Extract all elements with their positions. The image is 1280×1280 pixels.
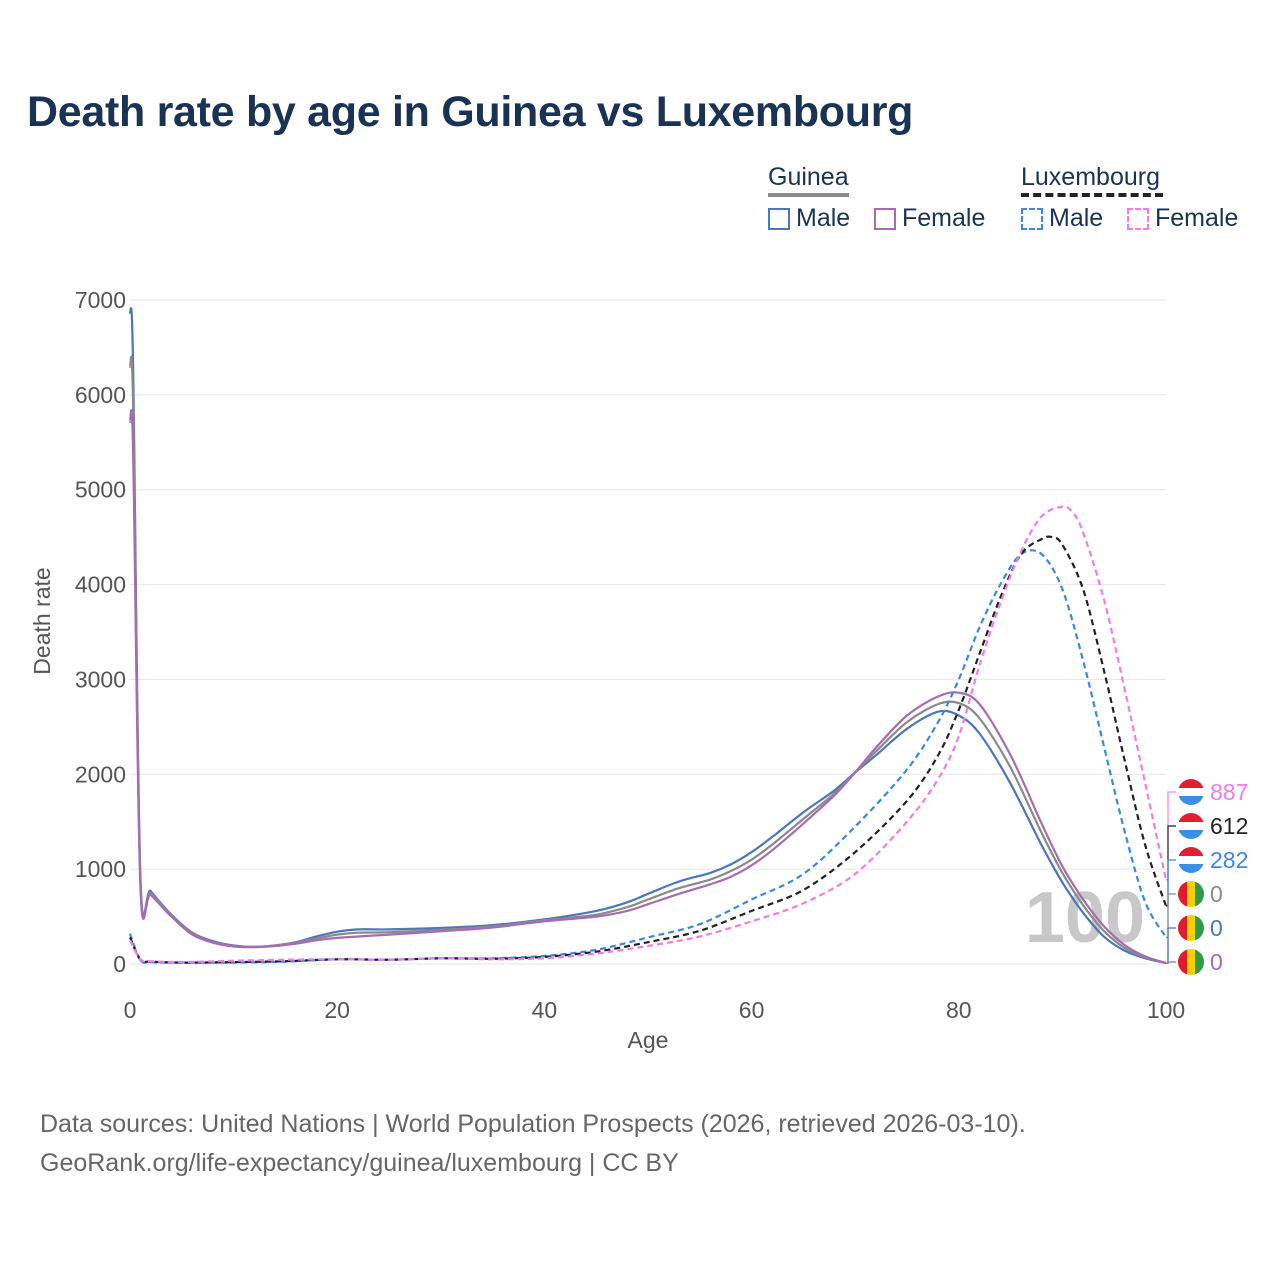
legend-group-underline xyxy=(1021,193,1163,197)
legend-swatch xyxy=(768,207,790,230)
luxembourg-flag-icon xyxy=(1178,847,1204,873)
end-label-connector xyxy=(1166,927,1176,964)
legend-swatch xyxy=(1127,207,1149,230)
y-tick-label: 1000 xyxy=(75,856,126,882)
series-line-luxembourg-female[interactable] xyxy=(129,505,1168,964)
legend-swatch xyxy=(1021,207,1043,230)
legend-item-guinea-male[interactable]: Male xyxy=(768,204,850,233)
legend-item-guinea-female[interactable]: Female xyxy=(874,204,985,233)
legend-label: Male xyxy=(796,204,851,232)
end-label-value: 0 xyxy=(1210,881,1223,907)
source-link[interactable]: GeoRank.org/life-expectancy/guinea/luxem… xyxy=(40,1149,679,1177)
end-labels: 887 612 282 0 0 0 xyxy=(1166,779,1248,975)
chart-title: Death rate by age in Guinea vs Luxembour… xyxy=(27,88,914,136)
legend-label: Female xyxy=(902,204,986,232)
x-tick-label: 0 xyxy=(124,997,137,1023)
y-axis-label: Death rate xyxy=(29,567,55,674)
luxembourg-flag-icon xyxy=(1178,779,1204,805)
source-note: Data sources: United Nations | World Pop… xyxy=(40,1110,1026,1138)
legend-item-luxembourg-male[interactable]: Male xyxy=(1021,204,1103,233)
end-label-value: 887 xyxy=(1210,779,1248,805)
x-tick-label: 80 xyxy=(946,997,972,1023)
end-label-value: 0 xyxy=(1210,949,1223,975)
series-lines xyxy=(128,307,1168,965)
x-tick-label: 20 xyxy=(324,997,350,1023)
legend-swatch xyxy=(874,207,896,230)
series-line-guinea-male[interactable] xyxy=(128,307,1167,965)
x-tick-label: 60 xyxy=(739,997,765,1023)
y-axis-ticks: 0 1000 2000 3000 4000 5000 6000 7000 xyxy=(75,287,126,977)
grid-lines xyxy=(130,299,1166,965)
end-label-value: 282 xyxy=(1210,847,1248,873)
x-tick-label: 40 xyxy=(532,997,558,1023)
end-label-connector xyxy=(1166,961,1176,964)
legend-label: Male xyxy=(1049,204,1104,232)
line-chart: 100 0 20 40 60 80 100 01000200030004000500060… xyxy=(29,287,1248,1053)
y-tick-label: 7000 xyxy=(75,287,126,313)
legend-group-title: Guinea xyxy=(768,163,849,191)
y-tick-label: 5000 xyxy=(75,477,126,503)
end-label-value: 0 xyxy=(1210,915,1223,941)
legend-group-underline xyxy=(768,193,849,197)
guinea-flag-icon xyxy=(1178,881,1204,907)
end-label-value: 612 xyxy=(1210,813,1248,839)
y-tick-label: 2000 xyxy=(75,761,126,787)
x-tick-label: 100 xyxy=(1147,997,1185,1023)
series-line-guinea-total[interactable] xyxy=(128,355,1167,965)
legend-item-luxembourg-female[interactable]: Female xyxy=(1127,204,1238,233)
guinea-flag-icon xyxy=(1178,949,1204,975)
y-tick-label: 6000 xyxy=(75,382,126,408)
y-tick-label: 0 xyxy=(113,951,126,977)
legend-label: Female xyxy=(1155,204,1239,232)
y-tick-label: 3000 xyxy=(75,666,126,692)
footer: Data sources: United Nations | World Pop… xyxy=(40,1105,1026,1183)
y-tick-label: 4000 xyxy=(75,572,126,598)
luxembourg-flag-icon xyxy=(1178,813,1204,839)
series-line-guinea-female[interactable] xyxy=(128,409,1167,965)
guinea-flag-icon xyxy=(1178,915,1204,941)
x-axis-ticks: 0 20 40 60 80 100 xyxy=(124,997,1186,1023)
series-line-luxembourg-total[interactable] xyxy=(128,535,1168,964)
x-axis-label: Age xyxy=(628,1027,669,1053)
legend-group-title: Luxembourg xyxy=(1021,163,1160,191)
